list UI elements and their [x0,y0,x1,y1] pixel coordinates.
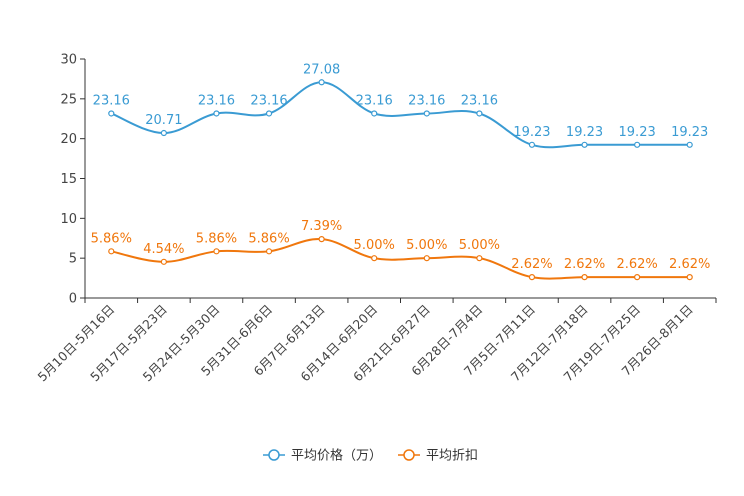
legend-item-1[interactable]: 平均价格（万） [263,448,382,464]
data-label: 2.62% [564,257,605,272]
data-point [581,141,588,148]
data-label: 5.86% [248,231,289,246]
data-label: 23.16 [198,93,235,108]
data-point [528,274,536,281]
data-label: 5.86% [196,231,237,246]
data-point [108,248,115,255]
data-label: 23.16 [461,93,498,108]
data-point [634,274,641,281]
series-2: 5.86% 4.54% 5.86% 5.86% 7.39% 5.00% 5.00% 5.00%… [91,219,710,281]
data-label: 23.16 [356,93,393,108]
data-point [423,110,430,117]
data-point [423,255,430,262]
legend[interactable]: 平均价格（万） 平均折扣 [263,448,478,464]
legend-label: 平均价格（万） [291,448,382,464]
data-point [371,255,378,262]
y-tick-label: 10 [60,212,77,227]
data-label: 19.23 [619,125,656,140]
legend-swatch-marker [268,449,280,461]
data-label: 19.23 [513,125,550,140]
legend-item-2[interactable]: 平均折扣 [398,449,478,464]
series-layer: 23.16 20.71 23.16 23.16 27.08 23.16 23.16 23.16… [91,62,710,281]
data-label: 20.71 [145,113,182,128]
data-point [265,110,273,117]
series-line [111,238,690,280]
data-point [160,258,167,265]
data-label: 23.16 [93,93,130,108]
legend-swatch-marker [403,449,415,461]
y-tick-label: 15 [60,172,77,187]
data-label: 7.39% [301,219,342,234]
data-point [686,141,693,148]
y-tick-label: 30 [60,53,77,68]
data-point [476,110,483,117]
data-label: 23.16 [408,93,445,108]
data-point [528,141,536,148]
data-label: 19.23 [671,125,708,140]
y-tick-label: 25 [60,92,77,107]
data-point [265,248,273,255]
series-1: 23.16 20.71 23.16 23.16 27.08 23.16 23.16 23.16… [93,62,708,149]
data-point [476,255,483,262]
data-point [318,79,325,86]
data-point [108,110,115,117]
data-point [581,274,588,281]
data-label: 5.00% [459,238,500,253]
data-point [371,110,378,117]
data-label: 2.62% [511,257,552,272]
data-label: 5.00% [354,238,395,253]
y-tick-label: 0 [69,292,77,307]
legend-label: 平均折扣 [426,449,478,464]
data-label: 19.23 [566,125,603,140]
data-point [318,236,325,243]
data-label: 4.54% [143,242,184,257]
data-point [213,248,220,255]
data-label: 2.62% [616,257,657,272]
data-point [160,129,167,137]
data-point [213,110,220,117]
data-point [686,274,693,281]
data-point [634,141,641,148]
data-label: 2.62% [669,257,710,272]
y-tick-label: 5 [69,252,77,267]
data-label: 5.86% [91,231,132,246]
data-label: 5.00% [406,238,447,253]
data-label: 23.16 [250,93,287,108]
y-tick-label: 20 [60,132,77,147]
data-label: 27.08 [303,62,340,77]
